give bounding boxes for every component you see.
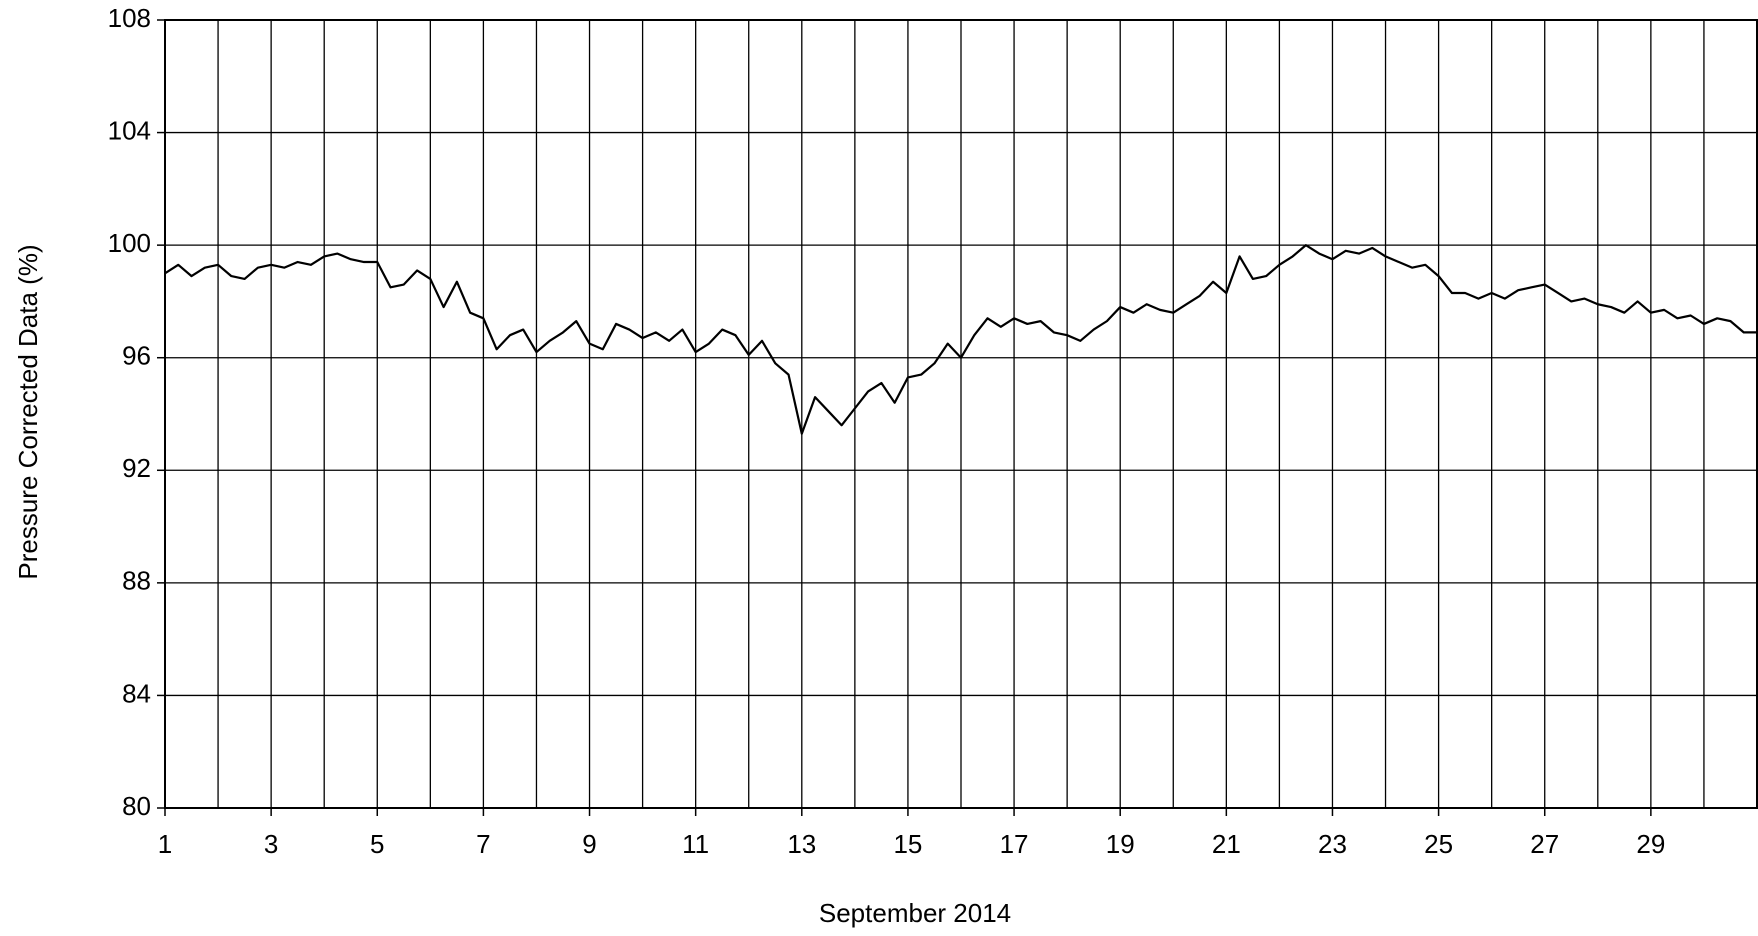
- y-tick-label: 100: [108, 228, 151, 258]
- x-tick-label: 11: [682, 829, 709, 859]
- x-tick-label: 27: [1530, 829, 1559, 859]
- y-tick-label: 84: [122, 678, 151, 708]
- x-tick-label: 1: [158, 829, 172, 859]
- x-tick-label: 13: [787, 829, 816, 859]
- y-tick-label: 96: [122, 341, 151, 371]
- y-tick-label: 108: [108, 3, 151, 33]
- x-tick-label: 3: [264, 829, 278, 859]
- x-tick-label: 21: [1212, 829, 1241, 859]
- x-tick-label: 29: [1636, 829, 1665, 859]
- y-tick-label: 88: [122, 566, 151, 596]
- y-tick-label: 104: [108, 115, 151, 145]
- data-line: [164, 244, 1757, 435]
- x-tick-label: 19: [1106, 829, 1135, 859]
- x-tick-label: 7: [476, 829, 490, 859]
- x-tick-label: 9: [582, 829, 596, 859]
- x-axis-title: September 2014: [819, 898, 1011, 928]
- x-tick-label: 23: [1318, 829, 1347, 859]
- x-tick-label: 5: [370, 829, 384, 859]
- y-tick-label: 92: [122, 453, 151, 483]
- y-axis-title: Pressure Corrected Data (%): [13, 244, 43, 579]
- x-tick-label: 25: [1424, 829, 1453, 859]
- y-tick-label: 80: [122, 791, 151, 821]
- plot-frame: [164, 19, 1758, 809]
- x-tick-label: 17: [1000, 829, 1029, 859]
- x-tick-label: 15: [893, 829, 922, 859]
